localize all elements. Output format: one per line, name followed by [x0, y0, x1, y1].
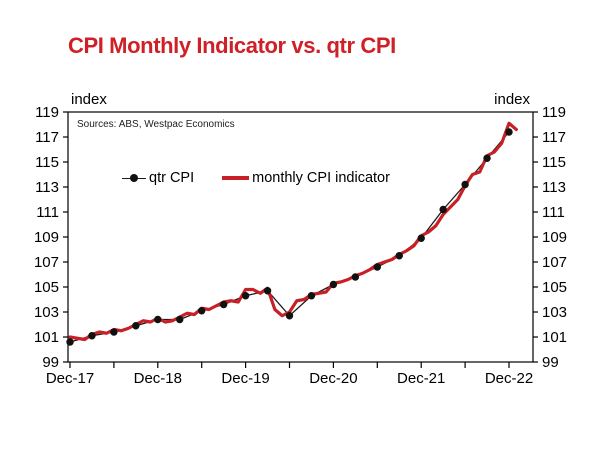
legend-item-monthly-cpi: monthly CPI indicator — [222, 170, 390, 186]
qtr-cpi-point — [198, 307, 206, 315]
y-tick-label-left: 113 — [35, 179, 59, 196]
qtr-cpi-point — [395, 252, 403, 260]
y-tick-label-left: 117 — [35, 129, 59, 146]
qtr-cpi-point — [154, 315, 162, 324]
qtr-cpi-point — [483, 154, 491, 162]
qtr-cpi-point — [263, 287, 272, 295]
y-tick-label-right: 105 — [542, 279, 567, 296]
y-tick-label-left: 119 — [35, 104, 59, 121]
legend-item-qtr-cpi: qtr CPI — [122, 170, 194, 186]
y-axis: 99 99 101 101 103 103 105 105 107 107 109 109 111 111… — [34, 104, 567, 371]
qtr-cpi-marker-icon — [122, 171, 146, 185]
qtr-cpi-point — [461, 180, 469, 189]
y-tick-label-right: 115 — [542, 154, 566, 171]
monthly-cpi-indicator-line — [68, 121, 518, 342]
qtr-cpi-point — [219, 300, 228, 309]
y-tick-label-right: 107 — [542, 254, 567, 271]
y-tick-label-right: 103 — [542, 304, 567, 321]
y-tick-label-left: 105 — [34, 279, 59, 296]
y-tick-label-right: 109 — [542, 229, 567, 246]
y-axis-unit-right: index — [494, 91, 530, 108]
legend-label-qtr-cpi: qtr CPI — [149, 170, 195, 186]
qtr-cpi-point — [66, 338, 74, 346]
y-tick-label-right: 111 — [542, 204, 565, 221]
x-tick-label: Dec-20 — [309, 370, 357, 387]
qtr-cpi-points — [66, 128, 513, 346]
qtr-cpi-point — [285, 312, 294, 320]
y-tick-label-right: 117 — [542, 129, 566, 146]
x-tick-label: Dec-19 — [221, 370, 269, 387]
y-tick-label-left: 115 — [35, 154, 59, 171]
x-tick-label: Dec-21 — [397, 370, 445, 387]
y-tick-label-left: 101 — [34, 329, 59, 346]
x-tick-label: Dec-22 — [485, 370, 533, 387]
qtr-cpi-point — [505, 128, 513, 136]
y-tick-label-right: 99 — [542, 354, 559, 371]
x-tick-label: Dec-18 — [134, 370, 182, 387]
monthly-cpi-marker-icon — [222, 176, 250, 180]
qtr-cpi-point — [307, 292, 316, 300]
qtr-cpi-point — [132, 322, 140, 330]
y-tick-label-right: 113 — [542, 179, 566, 196]
y-tick-label-left: 103 — [34, 304, 59, 321]
y-tick-label-right: 101 — [542, 329, 567, 346]
qtr-cpi-point — [176, 315, 184, 324]
source-note: Sources: ABS, Westpac Economics — [77, 119, 235, 130]
y-tick-label-right: 119 — [542, 104, 566, 121]
qtr-cpi-point — [241, 292, 250, 300]
y-axis-unit-left: index — [71, 91, 107, 108]
qtr-cpi-point — [351, 273, 360, 281]
legend-label-monthly-cpi: monthly CPI indicator — [252, 170, 390, 186]
x-axis: Dec-17 Dec-18 Dec-19 Dec-20 Dec-21 Dec-22 — [46, 362, 533, 387]
legend: qtr CPI monthly CPI indicator — [122, 170, 390, 186]
x-tick-label: Dec-17 — [46, 370, 94, 387]
qtr-cpi-point — [417, 234, 425, 242]
qtr-cpi-point — [329, 280, 338, 289]
qtr-cpi-point — [373, 263, 381, 271]
qtr-cpi-point — [110, 328, 118, 336]
y-tick-label-left: 99 — [42, 354, 59, 371]
qtr-cpi-point — [88, 332, 96, 340]
y-tick-label-left: 107 — [34, 254, 59, 271]
qtr-cpi-point — [439, 205, 447, 214]
y-tick-label-left: 111 — [36, 204, 59, 221]
chart-title: CPI Monthly Indicator vs. qtr CPI — [68, 33, 396, 58]
y-tick-label-left: 109 — [34, 229, 59, 246]
